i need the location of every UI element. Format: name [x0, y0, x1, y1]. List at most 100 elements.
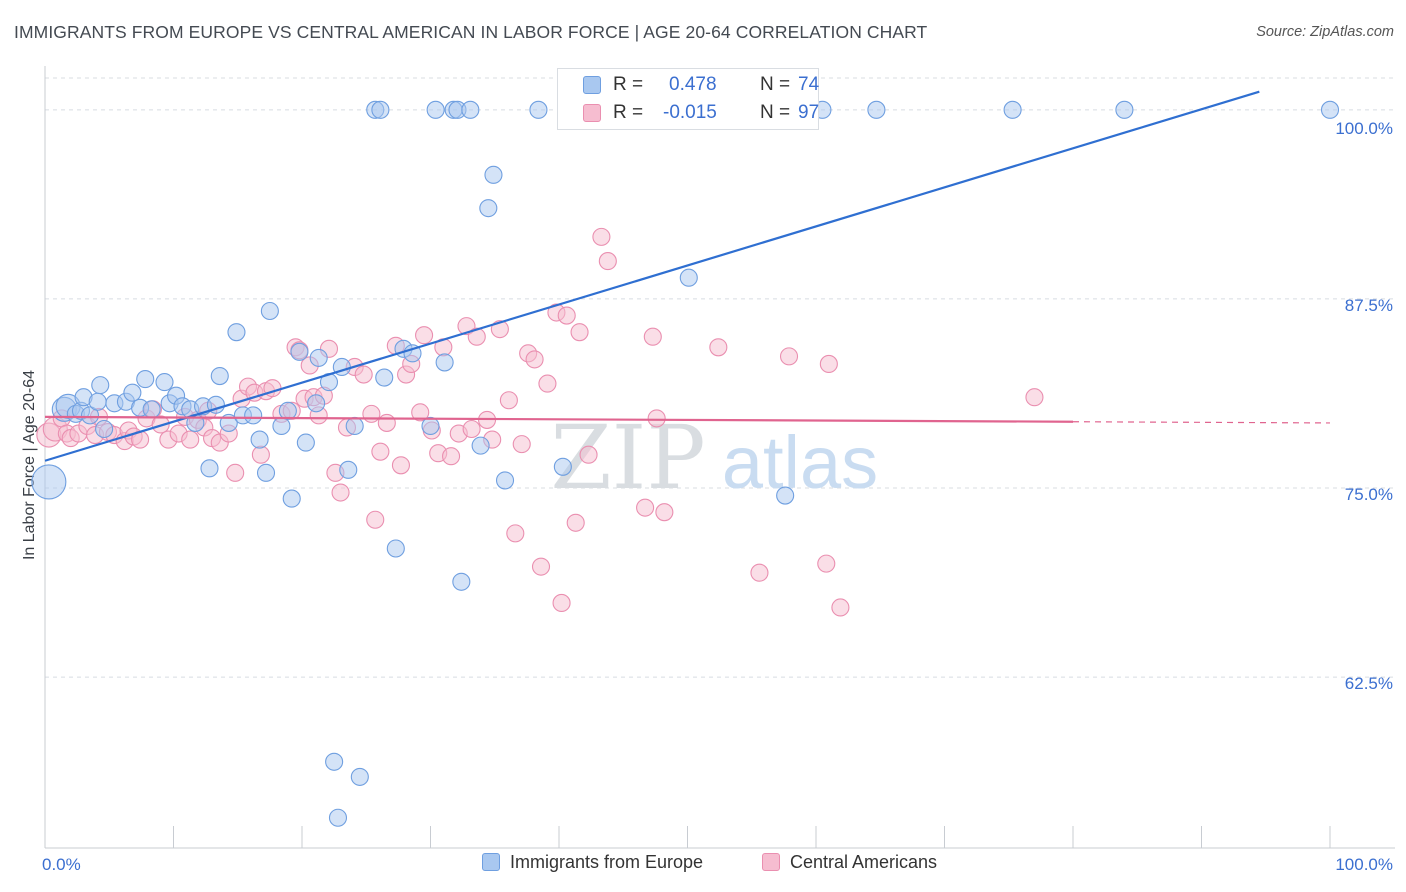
europe-legend-label: Immigrants from Europe: [510, 852, 704, 872]
chart-title: IMMIGRANTS FROM EUROPE VS CENTRAL AMERIC…: [14, 22, 928, 42]
n-label: N =: [760, 74, 791, 95]
central-point: [391, 456, 410, 475]
europe-point: [227, 323, 246, 342]
legend-item-central: Central Americans: [762, 852, 937, 873]
r-label: R =: [613, 102, 644, 123]
central-legend-swatch: [762, 853, 780, 871]
europe-point: [278, 401, 297, 420]
central-point: [538, 374, 557, 393]
central-point: [442, 447, 461, 466]
central-point: [750, 563, 769, 582]
trend-lines: [44, 90, 1331, 462]
central-point: [636, 498, 655, 517]
europe-point: [95, 419, 114, 439]
europe-point: [290, 342, 309, 361]
central-point: [181, 430, 200, 449]
central-r-value: -0.015: [663, 102, 717, 123]
europe-swatch: [583, 76, 601, 94]
europe-point: [31, 464, 67, 500]
europe-point: [484, 165, 503, 184]
europe-point: [339, 460, 358, 479]
central-point: [570, 323, 589, 342]
europe-point: [461, 100, 480, 119]
central-point: [557, 306, 576, 325]
europe-point: [403, 344, 422, 363]
legend-item-europe: Immigrants from Europe: [482, 852, 703, 873]
central-point: [817, 554, 836, 573]
axes: [44, 66, 1395, 849]
central-swatch: [583, 104, 601, 122]
watermark-atlas: atlas: [722, 421, 878, 504]
central-point: [512, 435, 531, 454]
central-point: [499, 391, 518, 410]
europe-r-value: 0.478: [669, 74, 717, 95]
europe-point: [244, 406, 263, 425]
europe-point: [1115, 100, 1134, 119]
r-label: R =: [613, 74, 644, 95]
europe-point: [471, 436, 490, 455]
central-point: [366, 510, 385, 529]
europe-point: [210, 366, 229, 386]
europe-point: [325, 752, 344, 771]
europe-point: [91, 376, 110, 395]
europe-point: [307, 394, 326, 413]
central-trend-extension: [1072, 421, 1331, 424]
europe-point: [371, 100, 390, 119]
europe-point: [375, 368, 394, 387]
europe-trend-line: [44, 90, 1260, 462]
x-tick-label-right: 100.0%: [1335, 855, 1393, 874]
stats-legend: R = 0.478 N = 74 R = -0.015 N = 97: [557, 68, 819, 130]
central-point: [598, 252, 617, 271]
central-point: [226, 463, 245, 482]
europe-point: [309, 348, 328, 367]
europe-point: [80, 406, 100, 425]
europe-point: [88, 392, 107, 411]
central-point: [579, 445, 598, 464]
central-point: [251, 445, 270, 464]
europe-point: [553, 457, 572, 476]
europe-point: [260, 301, 279, 321]
europe-point: [479, 199, 498, 218]
central-point: [377, 413, 396, 432]
central-point: [467, 327, 486, 346]
central-point: [819, 354, 838, 373]
y-tick-label: 75.0%: [1345, 485, 1393, 504]
europe-point: [350, 767, 369, 786]
europe-point: [155, 373, 174, 392]
y-tick-label: 100.0%: [1335, 119, 1393, 138]
europe-n-value: 74: [798, 74, 820, 95]
source-label: Source: ZipAtlas.com: [1256, 24, 1394, 40]
central-point: [592, 227, 611, 246]
europe-point: [452, 572, 471, 591]
n-label: N =: [760, 102, 791, 123]
europe-point: [136, 370, 155, 389]
gridlines: [45, 77, 1395, 678]
central-point: [655, 503, 674, 522]
y-tick-label: 87.5%: [1345, 296, 1393, 315]
europe-legend-swatch: [482, 853, 500, 871]
europe-point: [529, 100, 548, 119]
europe-point: [867, 100, 886, 119]
europe-point: [328, 808, 348, 827]
europe-point: [256, 463, 276, 482]
central-point: [362, 404, 381, 423]
europe-point: [386, 539, 405, 558]
europe-point: [776, 486, 795, 505]
central-point: [831, 598, 850, 617]
central-point: [552, 593, 571, 612]
central-trend-line: [44, 415, 1074, 423]
central-legend-label: Central Americans: [790, 852, 938, 872]
europe-point: [296, 433, 315, 452]
europe-point: [142, 400, 161, 419]
europe-point: [1320, 100, 1340, 119]
central-point: [506, 524, 525, 543]
central-point: [779, 347, 799, 366]
europe-point: [679, 268, 698, 287]
central-point: [709, 338, 728, 357]
central-point: [643, 327, 662, 346]
europe-point: [123, 383, 142, 402]
central-point: [331, 483, 350, 502]
europe-point: [421, 416, 440, 436]
europe-point: [426, 100, 445, 119]
